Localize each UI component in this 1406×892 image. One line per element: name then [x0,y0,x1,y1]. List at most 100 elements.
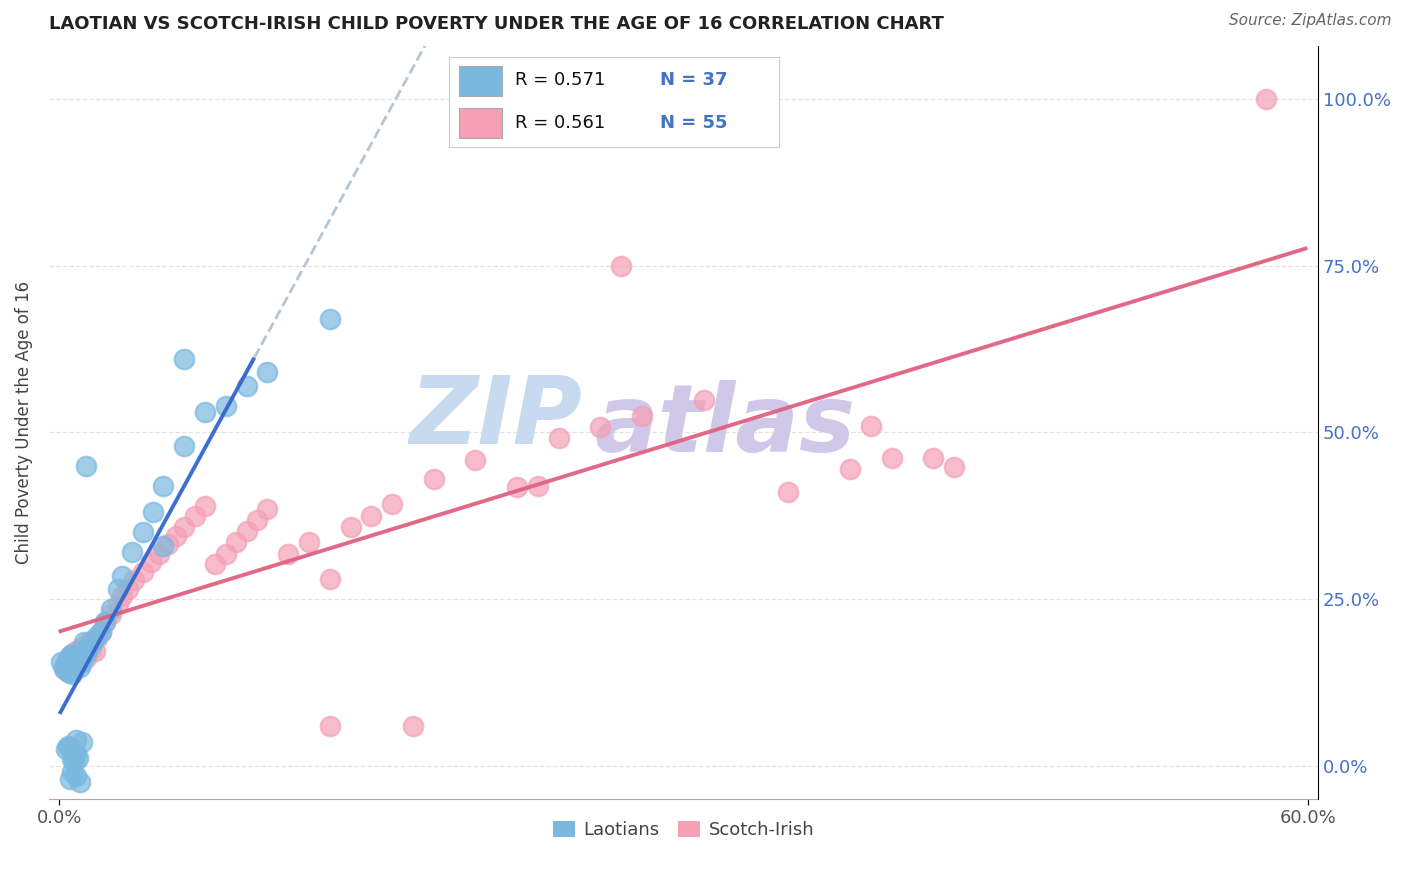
Point [402,718,425,732]
Point [77,640,100,654]
Point [173,520,195,534]
Point [111,589,134,603]
Point [256,502,278,516]
Y-axis label: Child Poverty Under the Age of 16: Child Poverty Under the Age of 16 [15,281,32,564]
Point [60,647,83,661]
Point [72,655,94,669]
Point [111,568,134,582]
Point [65,655,87,669]
Point [360,508,382,523]
Point [194,405,217,419]
Point [67,750,90,764]
Point [82,633,104,648]
Point [339,520,361,534]
Text: atlas: atlas [595,380,856,472]
Point [59,664,82,678]
Point [423,472,446,486]
Point [73,635,96,649]
Point [776,485,799,500]
Point [59,772,82,786]
Point [65,768,87,782]
Point [90,625,112,640]
Point [77,635,100,649]
Point [51,655,73,669]
Point [55,742,77,756]
Point [527,478,550,492]
Point [72,647,94,661]
Point [319,572,342,586]
Point [142,505,165,519]
Point [69,644,91,658]
Point [107,582,129,596]
Point [67,653,90,667]
Point [60,765,83,780]
Point [75,650,97,665]
Point [631,409,654,423]
Point [859,418,882,433]
Point [319,718,342,732]
Point [464,453,486,467]
Point [277,547,299,561]
Point [69,775,91,789]
Text: Source: ZipAtlas.com: Source: ZipAtlas.com [1229,13,1392,29]
Point [94,615,117,630]
Point [107,597,129,611]
Point [117,582,139,596]
Point [215,547,238,561]
Point [63,650,86,665]
Point [610,259,633,273]
Point [75,647,97,661]
Point [246,513,269,527]
Point [82,635,104,649]
Point [547,431,569,445]
Point [59,648,82,663]
Point [90,625,112,640]
Point [60,647,83,661]
Point [63,658,86,673]
Point [506,480,529,494]
Point [56,665,79,680]
Legend: Laotians, Scotch-Irish: Laotians, Scotch-Irish [546,814,821,847]
Point [319,312,342,326]
Point [75,458,97,473]
Point [922,450,945,465]
Point [880,450,903,465]
Point [60,666,83,681]
Point [381,497,404,511]
Point [79,641,101,656]
Point [139,555,162,569]
Point [148,547,170,561]
Point [65,747,87,761]
Point [124,573,146,587]
Point [72,735,94,749]
Point [839,462,862,476]
Point [235,524,257,538]
Point [55,657,77,672]
Point [100,607,122,621]
Point [1256,92,1278,106]
Point [83,644,105,658]
Point [204,558,226,572]
Point [152,478,174,492]
Point [63,745,86,759]
Point [56,664,79,678]
Point [589,420,612,434]
Point [59,739,82,754]
Point [69,660,91,674]
Point [63,652,86,666]
Point [100,602,122,616]
Point [69,641,91,656]
Point [52,662,75,676]
Point [67,653,90,667]
Point [156,537,179,551]
Point [256,365,278,379]
Text: ZIP: ZIP [409,373,582,465]
Point [173,439,195,453]
Point [63,755,86,769]
Point [131,565,153,579]
Point [59,657,82,672]
Point [52,660,75,674]
Point [55,660,77,674]
Point [55,655,77,669]
Point [235,378,257,392]
